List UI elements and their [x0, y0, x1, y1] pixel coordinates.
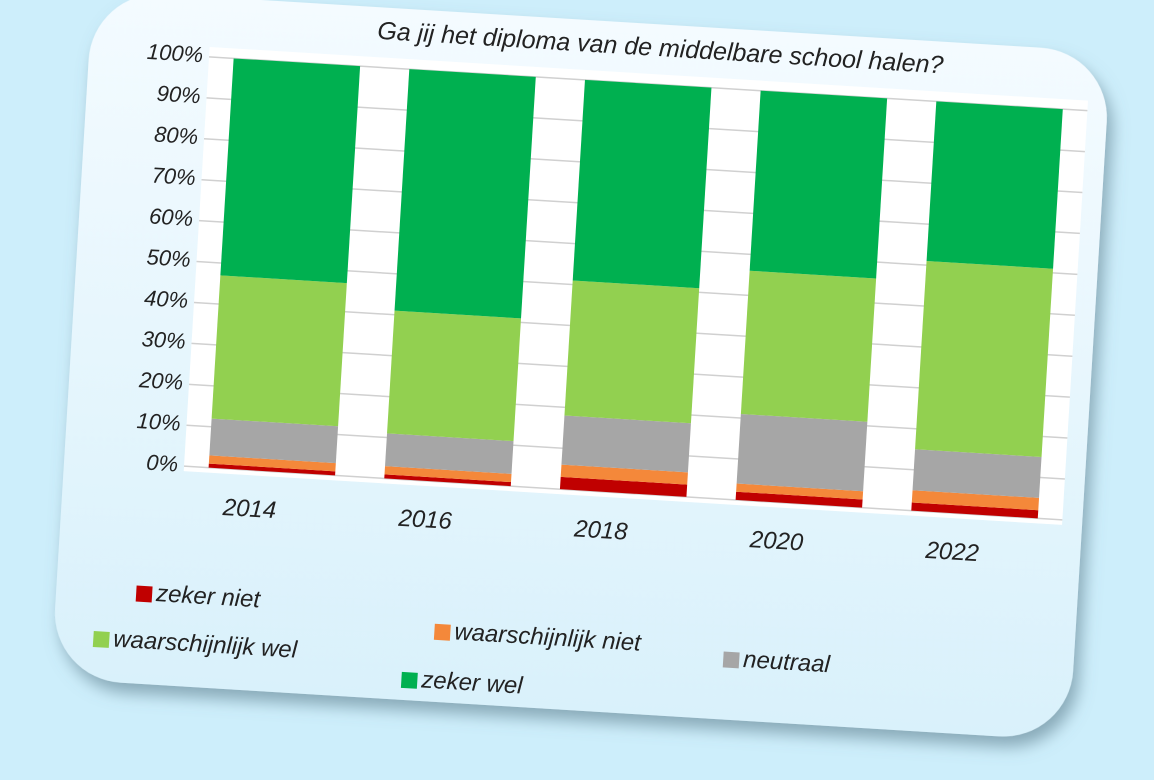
chart-card: Ga jij het diploma van de middelbare sch…	[54, 0, 1107, 737]
bar-segment	[387, 310, 522, 442]
bar-segment	[740, 270, 877, 422]
legend-swatch	[92, 630, 110, 648]
legend-swatch	[433, 623, 451, 641]
y-tick-label: 100%	[146, 39, 204, 67]
bar-segment	[384, 474, 512, 487]
x-tick-label: 2020	[748, 526, 805, 556]
bar-segment	[911, 502, 1039, 519]
y-tick-label: 40%	[143, 285, 188, 313]
bar-segment	[209, 418, 339, 464]
x-tick-label: 2014	[221, 494, 277, 524]
bar-segment	[208, 455, 336, 472]
y-tick-label: 10%	[136, 408, 181, 436]
legend-swatch	[722, 651, 740, 669]
y-tick-label: 0%	[146, 450, 179, 477]
bar-segment	[912, 449, 1042, 498]
bar-segment	[211, 275, 347, 427]
legend-label: neutraal	[742, 646, 831, 678]
bar-segment	[749, 90, 888, 279]
bar-segment	[926, 101, 1063, 269]
y-tick-label: 90%	[156, 81, 201, 109]
legend-swatch	[135, 585, 153, 603]
bar-segment	[564, 280, 700, 424]
y-tick-label: 50%	[146, 244, 191, 272]
y-tick-label: 80%	[153, 122, 198, 150]
bar-segment	[559, 476, 688, 497]
x-tick-label: 2022	[924, 537, 980, 567]
x-tick-label: 2018	[572, 515, 629, 545]
y-tick-label: 60%	[148, 203, 193, 231]
bar-segment	[220, 58, 361, 284]
y-tick-label: 30%	[141, 326, 186, 354]
bar-segment	[736, 483, 864, 500]
bar-segment	[385, 433, 514, 474]
legend-label: zeker wel	[420, 666, 524, 699]
bar-segment	[915, 261, 1054, 458]
legend-label: zeker niet	[154, 580, 262, 613]
x-tick-label: 2016	[397, 505, 454, 535]
legend-swatch	[400, 671, 418, 689]
bar-segment	[911, 490, 1040, 511]
y-tick-label: 20%	[137, 367, 183, 395]
bar-segment	[572, 79, 712, 289]
y-tick-label: 70%	[151, 162, 196, 190]
bar-segment	[560, 464, 688, 485]
bar-segment	[384, 466, 512, 483]
bar-segment	[736, 413, 868, 492]
bar-segment	[561, 415, 691, 473]
bar-segment	[208, 463, 336, 476]
bar-segment	[394, 69, 536, 319]
bar-segment	[735, 491, 863, 508]
